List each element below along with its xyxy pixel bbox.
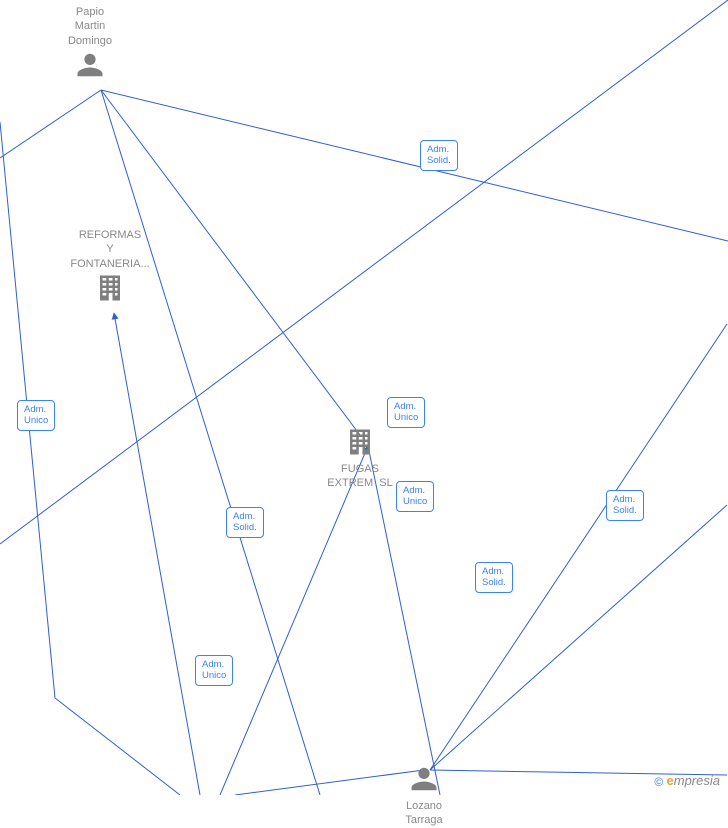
watermark: © empresia [654, 773, 720, 789]
copyright-symbol: © [654, 775, 663, 789]
edge-label: Adm.Solid. [606, 490, 644, 521]
edge [0, 90, 101, 158]
edge-label: Adm.Unico [387, 397, 425, 428]
node-icon-wrap [345, 427, 375, 462]
edge-label: Adm.Solid. [420, 140, 458, 171]
node-label: PapioMartinDomingo [45, 5, 135, 48]
node-icon-wrap [409, 764, 439, 799]
node-icon-wrap [95, 273, 125, 308]
node-label: LozanoTarraga [379, 799, 469, 828]
edge [114, 313, 200, 795]
node-label: FUGASEXTREM SL [315, 462, 405, 491]
edge [101, 90, 728, 241]
edge [55, 698, 180, 795]
edge [101, 90, 320, 795]
node-reformas[interactable]: REFORMASYFONTANERIA... [65, 228, 155, 308]
node-fugas[interactable]: FUGASEXTREM SL [315, 425, 405, 491]
person-icon [409, 764, 439, 794]
brand-text: empresia [667, 773, 720, 788]
node-icon-wrap [75, 50, 105, 85]
node-label: REFORMASYFONTANERIA... [65, 228, 155, 271]
edge-label: Adm.Unico [17, 400, 55, 431]
person-icon [75, 50, 105, 80]
edge-label: Adm.Unico [195, 655, 233, 686]
building-icon [95, 273, 125, 303]
edge-label: Adm.Solid. [226, 507, 264, 538]
edge [220, 446, 368, 795]
network-canvas [0, 0, 728, 795]
building-icon [345, 427, 375, 457]
node-papio[interactable]: PapioMartinDomingo [45, 5, 135, 85]
edge-label: Adm.Solid. [475, 562, 513, 593]
edge [430, 324, 727, 770]
edge-label: Adm.Unico [396, 481, 434, 512]
edge [430, 505, 727, 770]
